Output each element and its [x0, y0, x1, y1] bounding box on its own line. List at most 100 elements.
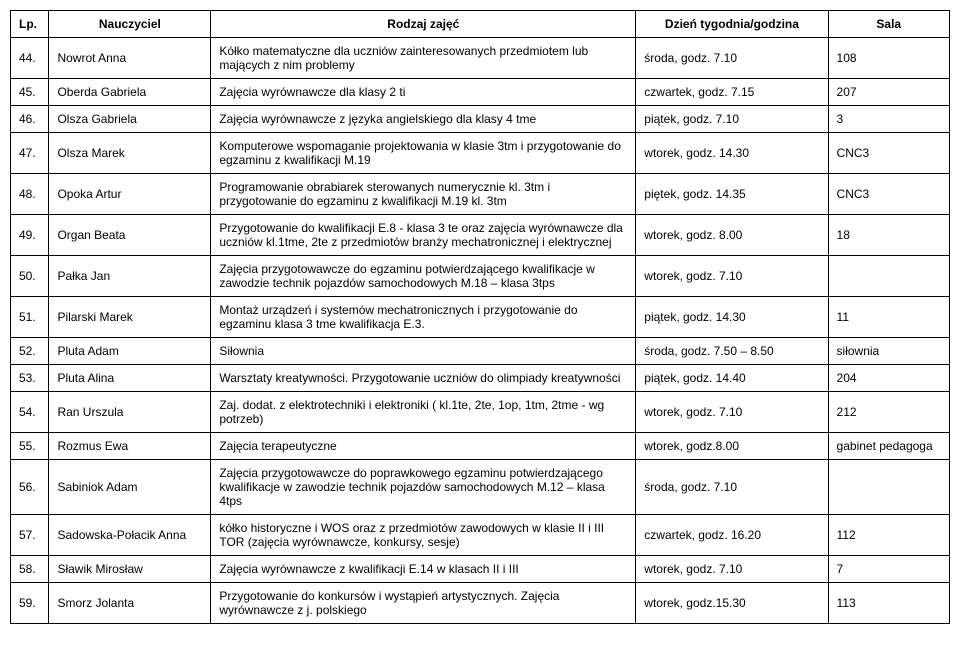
cell-lp: 44.	[11, 38, 49, 79]
cell-day: czwartek, godz. 16.20	[636, 515, 828, 556]
cell-teacher: Sławik Mirosław	[49, 556, 211, 583]
cell-day: wtorek, godz. 14.30	[636, 133, 828, 174]
cell-lp: 52.	[11, 338, 49, 365]
cell-teacher: Pluta Alina	[49, 365, 211, 392]
cell-subject: Kółko matematyczne dla uczniów zainteres…	[211, 38, 636, 79]
cell-room: gabinet pedagoga	[828, 433, 949, 460]
header-teacher: Nauczyciel	[49, 11, 211, 38]
cell-day: wtorek, godz.15.30	[636, 583, 828, 624]
cell-subject: Programowanie obrabiarek sterowanych num…	[211, 174, 636, 215]
cell-room	[828, 256, 949, 297]
cell-subject: Komputerowe wspomaganie projektowania w …	[211, 133, 636, 174]
cell-day: czwartek, godz. 7.15	[636, 79, 828, 106]
cell-room: 113	[828, 583, 949, 624]
cell-day: środa, godz. 7.50 – 8.50	[636, 338, 828, 365]
cell-lp: 49.	[11, 215, 49, 256]
table-row: 51.Pilarski MarekMontaż urządzeń i syste…	[11, 297, 950, 338]
cell-teacher: Sadowska-Połacik Anna	[49, 515, 211, 556]
cell-room: 7	[828, 556, 949, 583]
cell-day: piątek, godz. 7.10	[636, 106, 828, 133]
table-row: 56.Sabiniok AdamZajęcia przygotowawcze d…	[11, 460, 950, 515]
cell-room: CNC3	[828, 174, 949, 215]
cell-subject: Warsztaty kreatywności. Przygotowanie uc…	[211, 365, 636, 392]
header-day: Dzień tygodnia/godzina	[636, 11, 828, 38]
cell-teacher: Ran Urszula	[49, 392, 211, 433]
table-row: 52.Pluta AdamSiłowniaśroda, godz. 7.50 –…	[11, 338, 950, 365]
cell-teacher: Pilarski Marek	[49, 297, 211, 338]
cell-day: wtorek, godz. 7.10	[636, 256, 828, 297]
table-row: 58.Sławik MirosławZajęcia wyrównawcze z …	[11, 556, 950, 583]
cell-day: piątek, godz. 14.30	[636, 297, 828, 338]
cell-room: 18	[828, 215, 949, 256]
cell-day: środa, godz. 7.10	[636, 38, 828, 79]
cell-teacher: Olsza Marek	[49, 133, 211, 174]
table-row: 44.Nowrot AnnaKółko matematyczne dla ucz…	[11, 38, 950, 79]
cell-lp: 51.	[11, 297, 49, 338]
cell-lp: 55.	[11, 433, 49, 460]
cell-room: siłownia	[828, 338, 949, 365]
table-header-row: Lp. Nauczyciel Rodzaj zajęć Dzień tygodn…	[11, 11, 950, 38]
cell-day: środa, godz. 7.10	[636, 460, 828, 515]
cell-teacher: Opoka Artur	[49, 174, 211, 215]
table-row: 59.Smorz JolantaPrzygotowanie do konkurs…	[11, 583, 950, 624]
table-row: 55.Rozmus EwaZajęcia terapeutycznewtorek…	[11, 433, 950, 460]
table-row: 45.Oberda GabrielaZajęcia wyrównawcze dl…	[11, 79, 950, 106]
cell-subject: Zajęcia wyrównawcze z języka angielskieg…	[211, 106, 636, 133]
cell-subject: Zajęcia terapeutyczne	[211, 433, 636, 460]
cell-lp: 50.	[11, 256, 49, 297]
cell-teacher: Organ Beata	[49, 215, 211, 256]
cell-teacher: Olsza Gabriela	[49, 106, 211, 133]
cell-lp: 57.	[11, 515, 49, 556]
cell-lp: 54.	[11, 392, 49, 433]
cell-room: 11	[828, 297, 949, 338]
cell-teacher: Rozmus Ewa	[49, 433, 211, 460]
cell-day: wtorek, godz. 7.10	[636, 392, 828, 433]
cell-lp: 58.	[11, 556, 49, 583]
cell-room: CNC3	[828, 133, 949, 174]
cell-teacher: Sabiniok Adam	[49, 460, 211, 515]
cell-lp: 56.	[11, 460, 49, 515]
cell-room: 112	[828, 515, 949, 556]
cell-lp: 59.	[11, 583, 49, 624]
cell-subject: Zajęcia przygotowawcze do poprawkowego e…	[211, 460, 636, 515]
cell-lp: 47.	[11, 133, 49, 174]
cell-teacher: Pałka Jan	[49, 256, 211, 297]
cell-day: wtorek, godz. 8.00	[636, 215, 828, 256]
cell-teacher: Oberda Gabriela	[49, 79, 211, 106]
cell-teacher: Smorz Jolanta	[49, 583, 211, 624]
cell-day: wtorek, godz.8.00	[636, 433, 828, 460]
cell-day: wtorek, godz. 7.10	[636, 556, 828, 583]
header-lp: Lp.	[11, 11, 49, 38]
schedule-table: Lp. Nauczyciel Rodzaj zajęć Dzień tygodn…	[10, 10, 950, 624]
cell-subject: Zajęcia wyrównawcze z kwalifikacji E.14 …	[211, 556, 636, 583]
cell-room: 207	[828, 79, 949, 106]
table-row: 54.Ran UrszulaZaj. dodat. z elektrotechn…	[11, 392, 950, 433]
table-row: 53.Pluta AlinaWarsztaty kreatywności. Pr…	[11, 365, 950, 392]
cell-room: 108	[828, 38, 949, 79]
cell-subject: Zaj. dodat. z elektrotechniki i elektron…	[211, 392, 636, 433]
header-subject: Rodzaj zajęć	[211, 11, 636, 38]
table-row: 50.Pałka JanZajęcia przygotowawcze do eg…	[11, 256, 950, 297]
table-row: 49.Organ BeataPrzygotowanie do kwalifika…	[11, 215, 950, 256]
cell-room	[828, 460, 949, 515]
cell-lp: 45.	[11, 79, 49, 106]
cell-room: 212	[828, 392, 949, 433]
cell-day: piętek, godz. 14.35	[636, 174, 828, 215]
cell-subject: kółko historyczne i WOS oraz z przedmiot…	[211, 515, 636, 556]
table-body: 44.Nowrot AnnaKółko matematyczne dla ucz…	[11, 38, 950, 624]
cell-room: 3	[828, 106, 949, 133]
cell-subject: Przygotowanie do kwalifikacji E.8 - klas…	[211, 215, 636, 256]
cell-subject: Przygotowanie do konkursów i wystąpień a…	[211, 583, 636, 624]
header-room: Sala	[828, 11, 949, 38]
cell-subject: Siłownia	[211, 338, 636, 365]
cell-lp: 53.	[11, 365, 49, 392]
cell-lp: 46.	[11, 106, 49, 133]
cell-day: piątek, godz. 14.40	[636, 365, 828, 392]
cell-teacher: Pluta Adam	[49, 338, 211, 365]
cell-subject: Zajęcia wyrównawcze dla klasy 2 ti	[211, 79, 636, 106]
cell-room: 204	[828, 365, 949, 392]
cell-lp: 48.	[11, 174, 49, 215]
table-row: 47.Olsza MarekKomputerowe wspomaganie pr…	[11, 133, 950, 174]
table-row: 46.Olsza GabrielaZajęcia wyrównawcze z j…	[11, 106, 950, 133]
cell-teacher: Nowrot Anna	[49, 38, 211, 79]
